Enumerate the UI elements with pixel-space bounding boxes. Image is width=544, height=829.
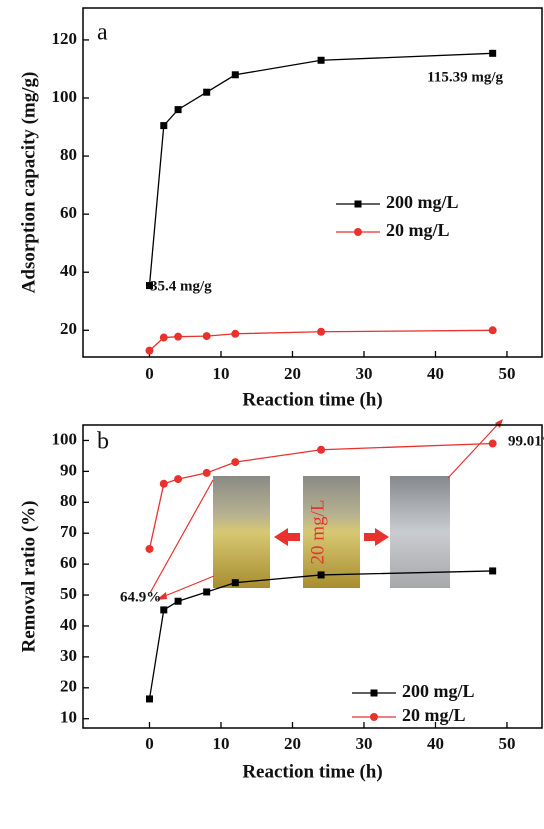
- x-axis-title: Reaction time (h): [242, 389, 382, 410]
- marker: [203, 88, 211, 96]
- marker: [317, 571, 325, 579]
- photo-label: 20 mg/L: [307, 500, 328, 565]
- annotation: 99.01%: [508, 433, 544, 449]
- annotation: 115.39 mg/g: [427, 69, 503, 85]
- legend-marker: [370, 689, 378, 697]
- y-tick-label: 120: [52, 29, 78, 48]
- y-tick-label: 40: [60, 261, 77, 280]
- marker: [145, 544, 154, 553]
- y-tick-label: 80: [60, 145, 77, 164]
- x-tick-label: 0: [145, 734, 154, 753]
- pointer-line: [447, 421, 501, 479]
- plot-frame: [82, 424, 543, 729]
- arrow: [274, 528, 300, 546]
- arrow-head: [495, 419, 503, 428]
- legend-label: 200 mg/L: [402, 681, 475, 701]
- y-tick-label: 60: [60, 553, 77, 572]
- photo-inset: [149, 419, 503, 600]
- legend-label: 200 mg/L: [386, 192, 459, 212]
- x-tick-label: 10: [212, 364, 229, 383]
- marker: [203, 588, 211, 596]
- x-tick-label: 20: [284, 364, 301, 383]
- vial-photo: [303, 476, 360, 588]
- y-tick-label: 30: [60, 646, 77, 665]
- legend-marker: [354, 228, 362, 236]
- y-tick-label: 90: [60, 460, 77, 479]
- panel-label: b: [97, 429, 109, 455]
- y-tick-label: 80: [60, 491, 77, 510]
- pointer-line: [149, 479, 214, 594]
- annotation: 64.9%: [120, 589, 161, 605]
- marker: [159, 333, 168, 342]
- marker: [174, 332, 183, 341]
- y-tick-label: 100: [52, 87, 78, 106]
- marker: [231, 71, 239, 79]
- x-tick-label: 40: [427, 734, 444, 753]
- marker: [145, 282, 153, 290]
- vial-photo: [390, 476, 450, 588]
- marker: [317, 327, 326, 336]
- x-axis-title: Reaction time (h): [242, 761, 382, 782]
- marker: [160, 606, 168, 614]
- panel-label: a: [97, 20, 108, 46]
- marker: [160, 122, 168, 130]
- marker: [174, 475, 183, 484]
- marker: [317, 445, 326, 454]
- legend-marker: [370, 713, 378, 721]
- x-tick-label: 10: [212, 734, 229, 753]
- y-tick-label: 10: [60, 708, 77, 727]
- arrow-head: [156, 592, 167, 600]
- y-tick-label: 20: [60, 677, 77, 696]
- x-tick-label: 50: [498, 364, 515, 383]
- series-line: [148, 52, 493, 286]
- marker: [231, 329, 240, 338]
- marker: [488, 439, 497, 448]
- y-tick-label: 100: [52, 429, 78, 448]
- x-tick-label: 30: [355, 734, 372, 753]
- pointer-line: [159, 575, 215, 599]
- marker: [159, 479, 168, 488]
- legend-marker: [354, 200, 362, 208]
- x-tick-label: 50: [498, 734, 515, 753]
- marker: [489, 567, 497, 575]
- x-tick-label: 0: [145, 364, 154, 383]
- legend-label: 20 mg/L: [402, 705, 466, 725]
- annotation: 35.4 mg/g: [150, 278, 212, 294]
- y-tick-label: 40: [60, 615, 77, 634]
- legend-label: 20 mg/L: [386, 220, 450, 240]
- marker: [231, 458, 240, 467]
- marker: [202, 468, 211, 477]
- series-line: [148, 570, 493, 700]
- marker: [174, 597, 182, 605]
- marker: [317, 56, 325, 64]
- y-tick-label: 20: [60, 319, 77, 338]
- y-axis-title: Removal ratio (%): [18, 501, 39, 653]
- vial-photo: [213, 476, 270, 588]
- marker: [202, 332, 211, 341]
- marker: [174, 106, 182, 114]
- y-axis-title: Adsorption capacity (mg/g): [18, 72, 39, 294]
- y-tick-label: 50: [60, 584, 77, 603]
- plot-frame: [82, 7, 543, 358]
- marker: [231, 579, 239, 587]
- marker: [489, 49, 497, 57]
- arrow: [364, 528, 389, 546]
- marker: [488, 326, 497, 335]
- x-tick-label: 40: [427, 364, 444, 383]
- x-tick-label: 20: [284, 734, 301, 753]
- y-tick-label: 60: [60, 203, 77, 222]
- y-tick-label: 70: [60, 522, 77, 541]
- x-tick-label: 30: [355, 364, 372, 383]
- marker: [145, 695, 153, 703]
- marker: [145, 346, 154, 355]
